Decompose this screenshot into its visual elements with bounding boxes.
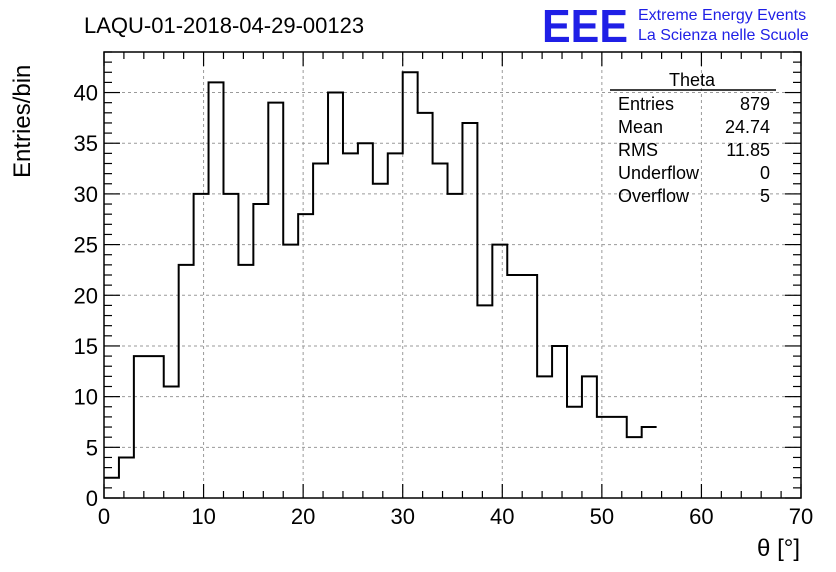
stats-value-rms: 11.85 xyxy=(726,140,770,160)
y-tick-label-2: 10 xyxy=(74,385,98,410)
x-tick-label-0: 0 xyxy=(98,504,110,529)
stats-value-underflow: 0 xyxy=(760,163,770,183)
x-axis-label: θ [°] xyxy=(757,535,800,562)
x-tick-label-4: 40 xyxy=(490,504,514,529)
logo-line1: Extreme Energy Events xyxy=(638,7,806,24)
x-tick-label-5: 50 xyxy=(590,504,614,529)
chart-title: LAQU-01-2018-04-29-00123 xyxy=(84,13,364,38)
stats-box: Theta Entries 879 Mean 24.74 RMS 11.85 Underfl… xyxy=(610,70,776,206)
y-axis-ticks: 0 5 10 15 20 25 30 35 40 xyxy=(74,51,801,511)
y-tick-label-4: 20 xyxy=(74,283,98,308)
grid-lines xyxy=(104,52,801,498)
eee-logo: EEE Extreme Energy Events La Scienza nel… xyxy=(542,0,809,52)
stats-value-mean: 24.74 xyxy=(725,117,770,137)
stats-label-rms: RMS xyxy=(618,140,658,160)
stats-value-entries: 879 xyxy=(740,94,770,114)
y-tick-label-7: 35 xyxy=(74,131,98,156)
logo-mark: EEE xyxy=(542,0,628,52)
x-tick-label-1: 10 xyxy=(191,504,215,529)
x-tick-label-6: 60 xyxy=(689,504,713,529)
y-tick-label-3: 15 xyxy=(74,334,98,359)
y-tick-label-1: 5 xyxy=(86,435,98,460)
x-tick-label-2: 20 xyxy=(291,504,315,529)
x-tick-label-7: 70 xyxy=(789,504,813,529)
logo-line2: La Scienza nelle Scuole xyxy=(638,27,809,44)
stats-label-mean: Mean xyxy=(618,117,663,137)
stats-label-overflow: Overflow xyxy=(618,186,690,206)
y-tick-label-0: 0 xyxy=(86,486,98,511)
x-tick-label-3: 30 xyxy=(390,504,414,529)
stats-label-underflow: Underflow xyxy=(618,163,700,183)
y-tick-label-5: 25 xyxy=(74,233,98,258)
stats-rows: Entries 879 Mean 24.74 RMS 11.85 Underflow 0 Ove… xyxy=(618,94,770,206)
y-tick-label-6: 30 xyxy=(74,182,98,207)
y-axis-label: Entries/bin xyxy=(9,65,36,178)
y-tick-label-8: 40 xyxy=(74,81,98,106)
x-axis-ticks: 0 10 20 30 40 50 60 70 xyxy=(98,52,813,529)
stats-label-entries: Entries xyxy=(618,94,674,114)
stats-title: Theta xyxy=(669,70,716,90)
stats-value-overflow: 5 xyxy=(760,186,770,206)
histogram-series xyxy=(104,71,657,479)
